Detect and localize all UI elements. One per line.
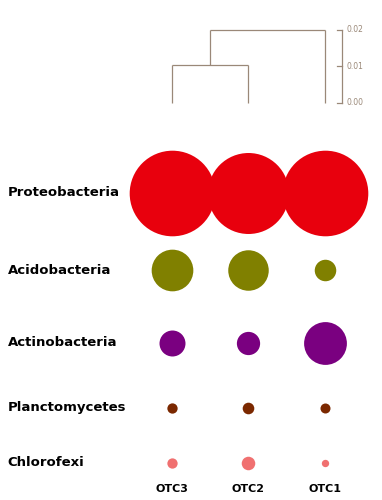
Point	[169, 404, 175, 411]
Text: Chlorofexi: Chlorofexi	[8, 456, 84, 469]
Text: Proteobacteria: Proteobacteria	[8, 186, 120, 199]
Text: Acidobacteria: Acidobacteria	[8, 264, 111, 276]
Point	[245, 458, 251, 466]
Text: 0.02: 0.02	[346, 26, 363, 35]
Text: Actinobacteria: Actinobacteria	[8, 336, 117, 349]
Point	[169, 338, 175, 346]
Point	[322, 188, 328, 196]
Point	[169, 458, 175, 466]
Text: Planctomycetes: Planctomycetes	[8, 401, 126, 414]
Text: 0.00: 0.00	[346, 98, 364, 107]
Text: OTC1: OTC1	[308, 484, 341, 494]
Point	[322, 338, 328, 346]
Point	[169, 188, 175, 196]
Point	[245, 266, 251, 274]
Point	[245, 338, 251, 346]
Point	[169, 266, 175, 274]
Point	[322, 458, 328, 466]
Text: OTC2: OTC2	[232, 484, 265, 494]
Point	[245, 404, 251, 411]
Text: 0.01: 0.01	[346, 62, 363, 71]
Point	[245, 188, 251, 196]
Point	[322, 266, 328, 274]
Text: OTC3: OTC3	[155, 484, 188, 494]
Point	[322, 404, 328, 411]
